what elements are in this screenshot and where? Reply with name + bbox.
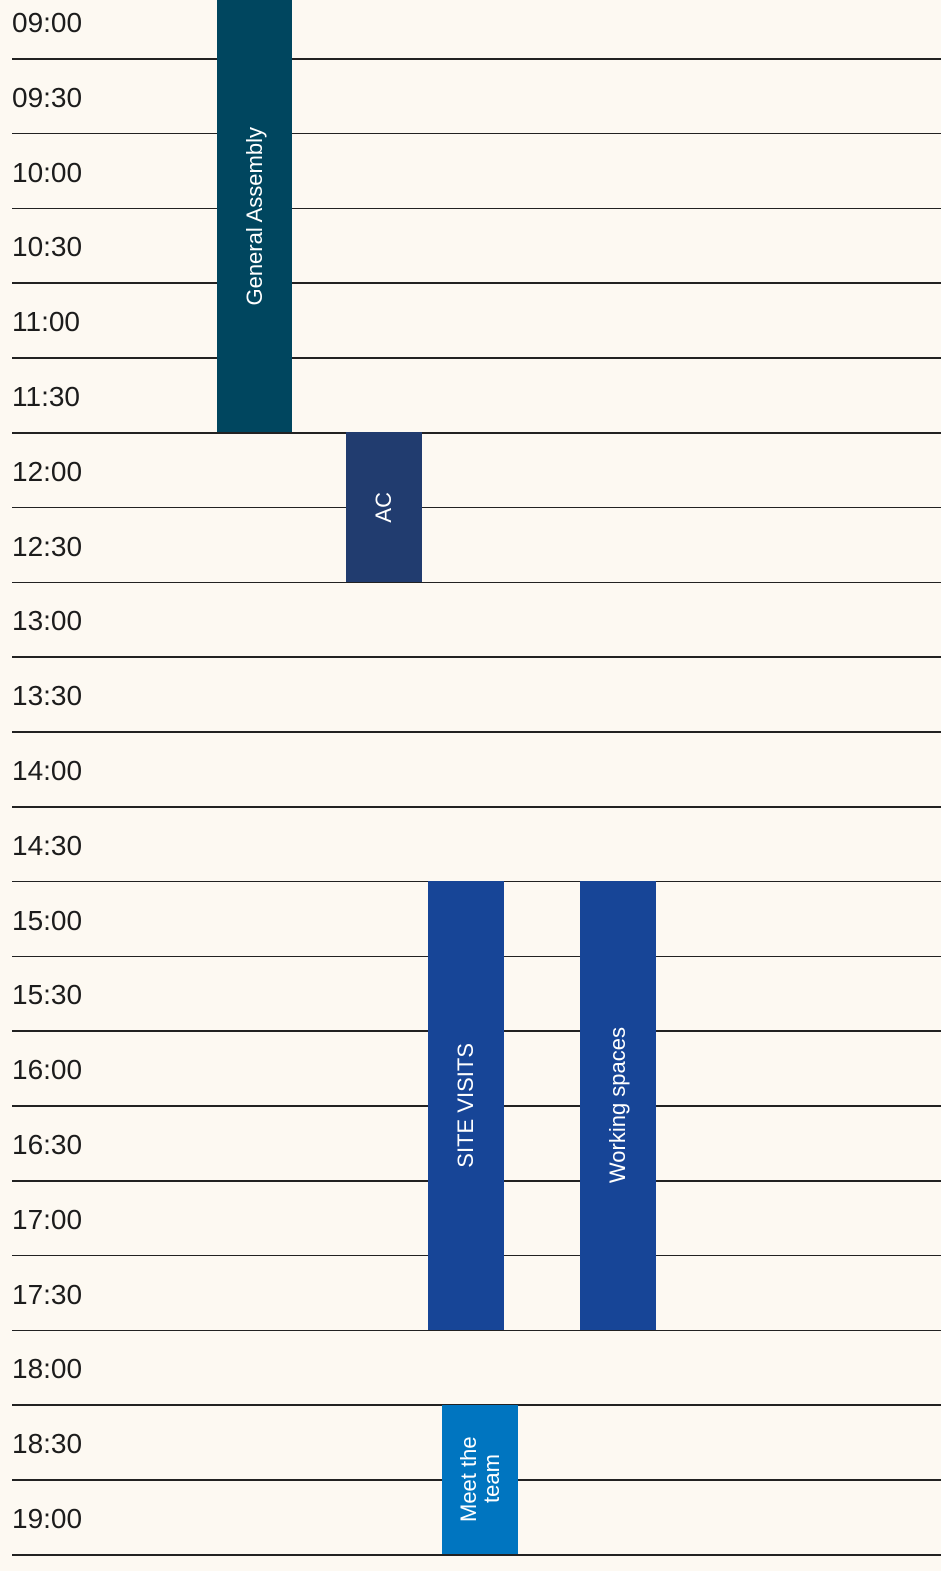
time-slot-divider bbox=[12, 806, 941, 808]
time-slot: 09:00 bbox=[0, 0, 941, 75]
time-slot-label: 14:00 bbox=[12, 755, 83, 786]
time-slot-label: 09:00 bbox=[12, 7, 83, 38]
time-slot-divider bbox=[12, 132, 941, 135]
time-slot-label: 17:00 bbox=[12, 1203, 83, 1235]
event-label: Meet the team bbox=[455, 1436, 504, 1523]
event-block[interactable]: Working spaces bbox=[580, 881, 656, 1330]
time-slot-label: 10:00 bbox=[12, 156, 83, 188]
time-slot-label: 17:30 bbox=[12, 1278, 83, 1310]
time-slot: 10:30 bbox=[0, 224, 941, 299]
event-block[interactable]: General Assembly bbox=[217, 0, 292, 433]
time-slot-label: 09:30 bbox=[12, 81, 83, 113]
time-slot-divider bbox=[12, 581, 941, 584]
time-slot-divider bbox=[12, 282, 941, 284]
time-slot-label: 15:00 bbox=[12, 904, 83, 936]
time-slot-label: 13:00 bbox=[12, 605, 83, 637]
time-slot-label: 11:00 bbox=[12, 306, 80, 338]
event-block[interactable]: AC bbox=[346, 432, 422, 582]
time-slot-divider bbox=[12, 207, 941, 210]
time-slot: 11:30 bbox=[0, 374, 941, 449]
time-slot: 13:00 bbox=[0, 598, 941, 673]
time-slot-label: 11:30 bbox=[12, 381, 80, 412]
time-slot-label: 10:30 bbox=[12, 231, 83, 263]
event-label: AC bbox=[371, 491, 397, 523]
time-slot-label: 12:30 bbox=[12, 530, 83, 562]
time-slot: 09:30 bbox=[0, 75, 941, 150]
time-slot: 12:00 bbox=[0, 449, 941, 524]
time-slot-divider bbox=[12, 432, 941, 434]
time-slot: 11:00 bbox=[0, 299, 941, 374]
time-slot-label: 18:30 bbox=[12, 1428, 83, 1460]
time-slot-divider bbox=[12, 506, 941, 509]
time-slot: 19:00 bbox=[0, 1496, 941, 1571]
event-block[interactable]: Meet the team bbox=[442, 1404, 518, 1555]
time-slot-divider bbox=[12, 357, 941, 359]
time-slot-label: 14:30 bbox=[12, 829, 83, 861]
time-slot-label: 19:00 bbox=[12, 1503, 83, 1534]
time-slot: 12:30 bbox=[0, 524, 941, 599]
time-slot-label: 13:30 bbox=[12, 680, 83, 712]
time-slot: 14:00 bbox=[0, 748, 941, 823]
event-label: Working spaces bbox=[605, 1027, 631, 1184]
time-slot-label: 16:30 bbox=[12, 1129, 83, 1160]
time-slot: 13:30 bbox=[0, 673, 941, 748]
time-slot-divider bbox=[12, 656, 941, 658]
event-block[interactable]: SITE VISITS bbox=[428, 881, 504, 1330]
time-slot: 10:00 bbox=[0, 150, 941, 225]
time-slot-label: 12:00 bbox=[12, 455, 83, 487]
time-slot-divider bbox=[12, 58, 941, 60]
time-slot-divider bbox=[12, 1554, 941, 1556]
time-slot: 17:30 bbox=[0, 1272, 941, 1347]
event-label: SITE VISITS bbox=[453, 1043, 479, 1168]
time-slot-label: 18:00 bbox=[12, 1353, 83, 1385]
time-slot-label: 15:30 bbox=[12, 979, 83, 1011]
event-label: General Assembly bbox=[241, 126, 267, 306]
time-slot-divider bbox=[12, 731, 941, 733]
time-slot-label: 16:00 bbox=[12, 1054, 83, 1086]
time-slot-divider bbox=[12, 1329, 941, 1332]
